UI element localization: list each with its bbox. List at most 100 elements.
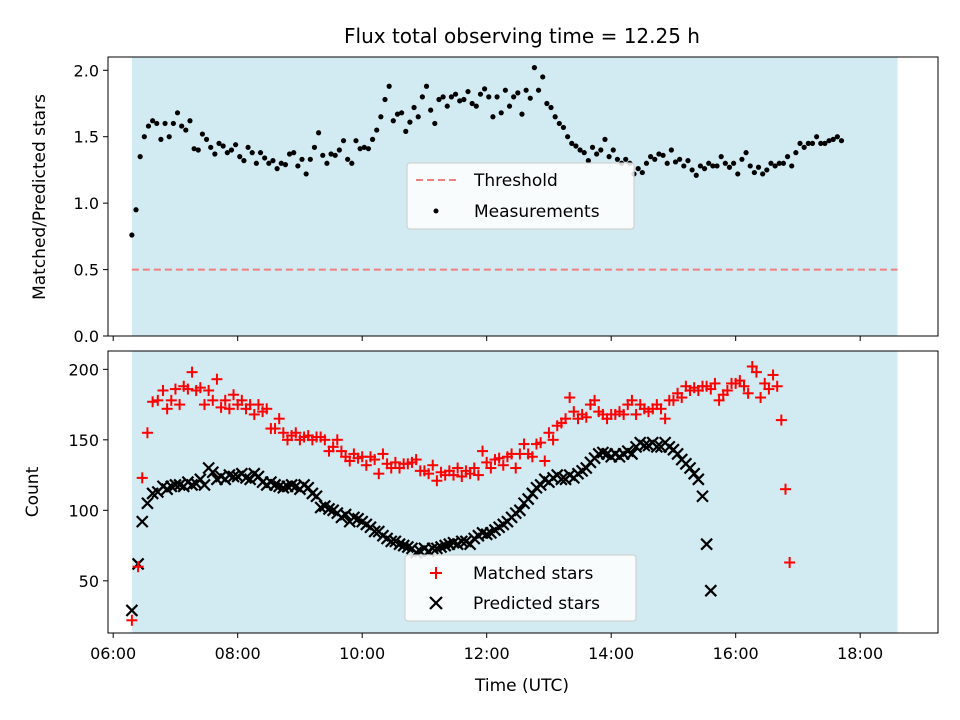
predicted-star-point: [696, 489, 709, 503]
measurement-point: [399, 110, 405, 116]
predicted-star-point: [347, 511, 361, 524]
measurement-point: [648, 154, 654, 160]
measurement-point: [311, 144, 318, 150]
top-y-ticks: 0.0 0.5 1.0 1.5 2.0: [74, 61, 108, 346]
matched-star-point: [564, 392, 576, 404]
matched-star-point: [655, 403, 667, 415]
matched-star-point: [182, 383, 194, 395]
measurement-point: [672, 159, 679, 165]
measurement-point: [548, 104, 554, 111]
predicted-star-point: [322, 502, 336, 516]
measurement-point: [407, 119, 413, 125]
measurement-point: [726, 164, 733, 170]
measurement-point: [378, 114, 384, 120]
matched-star-point: [389, 456, 401, 468]
bottom-x-tick-label: 16:00: [713, 644, 759, 663]
measurement-point: [535, 87, 542, 93]
measurement-point: [208, 144, 214, 150]
measurement-point: [286, 151, 293, 157]
predicted-star-point: [700, 537, 713, 551]
matched-star-point: [580, 411, 592, 423]
matched-star-point: [746, 361, 758, 373]
matched-star-point: [335, 445, 347, 457]
matched-star-point: [738, 380, 750, 392]
matched-star-point: [319, 434, 331, 446]
matched-star-point: [132, 561, 144, 573]
measurement-point: [237, 154, 243, 160]
measurement-point: [419, 94, 425, 100]
predicted-star-point: [704, 584, 718, 597]
measurement-point: [822, 140, 828, 146]
matched-star-point: [219, 394, 231, 406]
predicted-star-point: [596, 446, 610, 459]
measurement-point: [511, 94, 517, 100]
measurement-point: [714, 163, 720, 169]
top-y-tick-label: 0.5: [74, 261, 99, 280]
matched-star-point: [667, 394, 679, 406]
measurement-point: [440, 94, 446, 100]
predicted-star-point: [650, 440, 664, 454]
matched-star-point: [477, 445, 489, 457]
predicted-star-point: [638, 439, 651, 452]
measurement-point: [834, 134, 840, 140]
top-x-ticks: [112, 336, 861, 341]
predicted-star-point: [368, 525, 381, 538]
matched-star-point: [126, 614, 138, 626]
predicted-star-point: [268, 478, 282, 492]
measurement-point: [216, 140, 222, 146]
measurement-point: [797, 140, 803, 146]
predicted-star-point: [227, 470, 240, 483]
measurement-point: [569, 140, 575, 146]
bottom-axes-frame: [107, 350, 939, 634]
measurement-point: [307, 156, 313, 162]
measurement-point: [552, 114, 558, 120]
bottom-y-tick-label: 150: [68, 431, 99, 450]
measurement-point: [220, 143, 226, 149]
measurement-point: [689, 167, 695, 173]
measurement-point: [469, 100, 475, 107]
matched-star-point: [157, 384, 169, 396]
measurement-point: [361, 144, 367, 150]
measurement-point: [573, 143, 579, 149]
matched-star-point: [223, 403, 235, 415]
measurement-point: [477, 91, 484, 97]
measurement-point: [262, 155, 268, 161]
measurement-point: [643, 160, 650, 166]
matched-star-point: [526, 451, 538, 463]
measurement-point: [465, 88, 471, 95]
bottom-x-ticks: 06:00 08:00 10:00 12:00 14:00 16:00 18:00: [90, 633, 883, 663]
matched-star-point: [194, 382, 206, 394]
measurement-point: [801, 144, 807, 150]
predicted-star-point: [430, 542, 444, 555]
measurement-point: [278, 160, 284, 166]
measurement-point: [594, 151, 600, 157]
legend-measurements-label: Measurements: [474, 202, 600, 222]
measurement-point: [623, 156, 629, 162]
matched-star-point: [261, 403, 273, 415]
legend-measurements-swatch: [433, 208, 439, 214]
bottom-legend-box: [404, 554, 637, 622]
measurement-point: [818, 140, 824, 146]
measurement-point: [490, 114, 496, 120]
matched-star-point: [543, 427, 555, 439]
matched-star-point: [165, 394, 177, 406]
matched-star-point: [174, 399, 186, 411]
measurement-point: [179, 123, 185, 129]
matched-star-point: [447, 469, 459, 481]
measurement-point: [282, 162, 289, 168]
measurement-point: [133, 207, 139, 213]
measurement-point: [162, 120, 168, 127]
measurement-point: [747, 163, 753, 169]
measurement-point: [656, 151, 662, 157]
measurement-point: [768, 160, 774, 166]
matched-star-point: [721, 384, 733, 396]
matched-star-point: [767, 369, 779, 381]
matched-star-point: [431, 475, 443, 487]
measurement-point: [809, 140, 816, 146]
measurement-point: [324, 160, 330, 166]
measurement-point: [606, 154, 612, 160]
measurement-point: [519, 111, 525, 117]
matched-star-point: [236, 394, 248, 406]
measurement-point: [270, 158, 276, 164]
legend-threshold-label: Threshold: [473, 171, 558, 191]
